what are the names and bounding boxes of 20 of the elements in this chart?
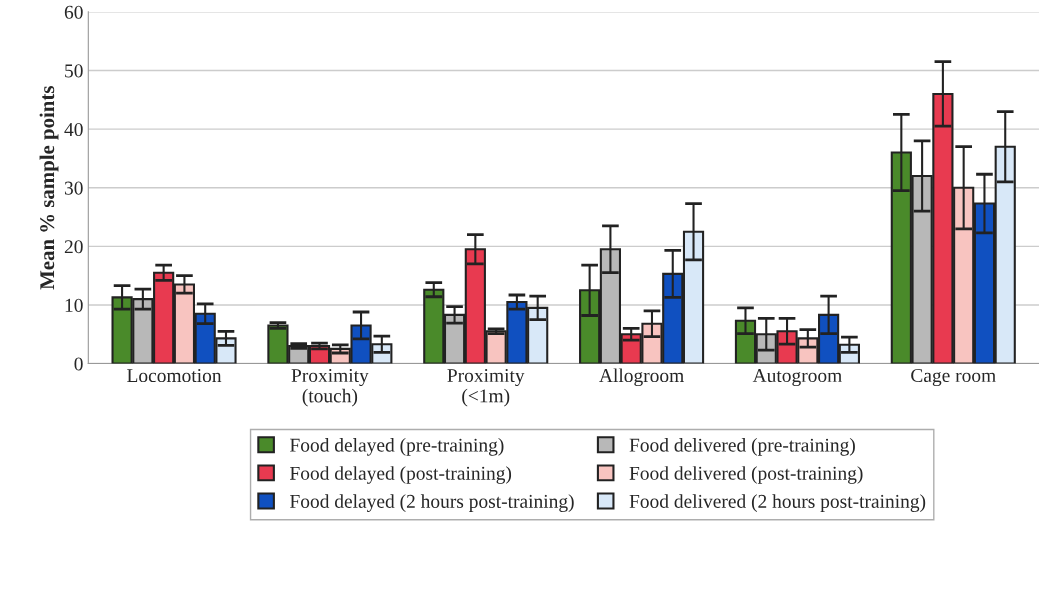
legend-label: Food delayed (2 hours post-training) bbox=[290, 494, 574, 512]
legend-label: Food delayed (pre-training) bbox=[290, 438, 504, 456]
y-tick-label: 50 bbox=[65, 64, 83, 78]
x-tick-label: Locomotion bbox=[127, 369, 222, 383]
y-tick-label: 10 bbox=[65, 298, 83, 312]
y-tick-label: 0 bbox=[74, 357, 83, 371]
legend-label: Food delivered (pre-training) bbox=[629, 438, 855, 456]
y-tick-label: 60 bbox=[64, 5, 83, 19]
y-axis-title: Mean % sample points bbox=[39, 86, 59, 290]
legend-label: Food delivered (2 hours post-training) bbox=[629, 494, 926, 512]
x-tick-label: Autogroom bbox=[752, 369, 842, 387]
x-tick-label: Cage room bbox=[911, 368, 996, 387]
legend-label: Food delayed (post-training) bbox=[290, 466, 512, 484]
x-tick-label: Allogroom bbox=[599, 368, 684, 387]
x-tick-label: Proximity (<1m) bbox=[447, 368, 525, 407]
x-tick-label: Proximity (touch) bbox=[291, 368, 369, 407]
y-tick-label: 30 bbox=[64, 181, 83, 195]
legend-label: Food delivered (post-training) bbox=[629, 466, 863, 484]
y-tick-label: 20 bbox=[64, 240, 83, 254]
y-tick-label: 40 bbox=[64, 122, 83, 137]
